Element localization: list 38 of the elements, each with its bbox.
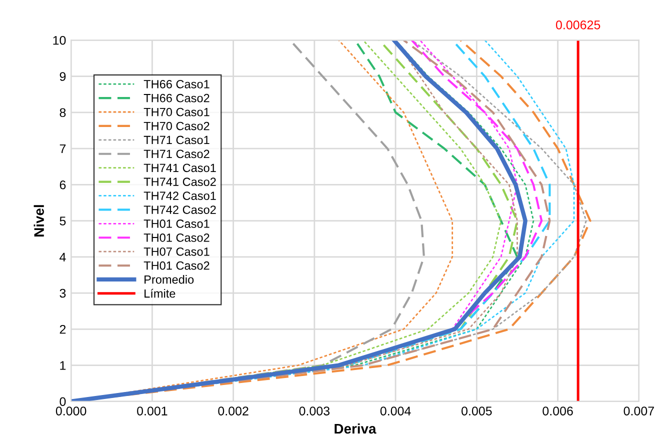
legend-label: TH70 Caso1 [144, 108, 210, 116]
x-tick-label: 0.002 [218, 406, 248, 416]
y-tick-label: 6 [60, 180, 66, 190]
legend-label: TH741 Caso1 [144, 164, 216, 172]
x-axis-title: Deriva [334, 423, 376, 434]
y-tick-label: 2 [60, 324, 66, 334]
legend-label: TH742 Caso2 [144, 206, 216, 214]
y-axis-title: Nivel [34, 205, 44, 236]
annotation: 0.00625 [556, 20, 600, 30]
x-tick-label: 0.004 [380, 406, 411, 416]
y-tick-label: 5 [60, 216, 66, 226]
legend-label: TH741 Caso2 [144, 178, 216, 186]
y-tick-label: 7 [60, 144, 66, 154]
x-tick-label: 0.001 [137, 406, 168, 416]
legend-label: TH01 Caso1 [144, 220, 210, 228]
y-tick-label: 8 [60, 108, 66, 118]
legend-label: Límite [144, 288, 176, 298]
x-tick-label: 0.000 [56, 406, 86, 416]
legend-label: Promedio [144, 275, 194, 284]
legend-label: TH01 Caso2 [144, 234, 210, 242]
y-tick-label: 3 [60, 288, 66, 298]
legend-label: TH01 Caso2 [144, 261, 210, 270]
x-tick-label: 0.003 [299, 406, 330, 416]
legend-label: TH70 Caso2 [144, 122, 210, 130]
x-tick-label: 0.007 [624, 406, 654, 416]
legend-label: TH66 Caso2 [144, 94, 210, 102]
legend-label: TH71 Caso2 [144, 150, 210, 158]
legend-label: TH742 Caso1 [144, 192, 216, 200]
y-tick-label: 9 [60, 72, 66, 81]
legend-label: TH66 Caso1 [144, 80, 210, 88]
y-tick-label: 10 [53, 36, 66, 45]
y-tick-label: 1 [60, 361, 66, 370]
y-tick-label: 0 [60, 397, 66, 406]
x-tick-label: 0.005 [462, 406, 492, 416]
x-tick-label: 0.006 [542, 406, 573, 416]
legend-label: TH07 Caso1 [144, 247, 210, 256]
legend-label: TH71 Caso1 [144, 136, 210, 144]
y-tick-label: 4 [60, 252, 66, 262]
